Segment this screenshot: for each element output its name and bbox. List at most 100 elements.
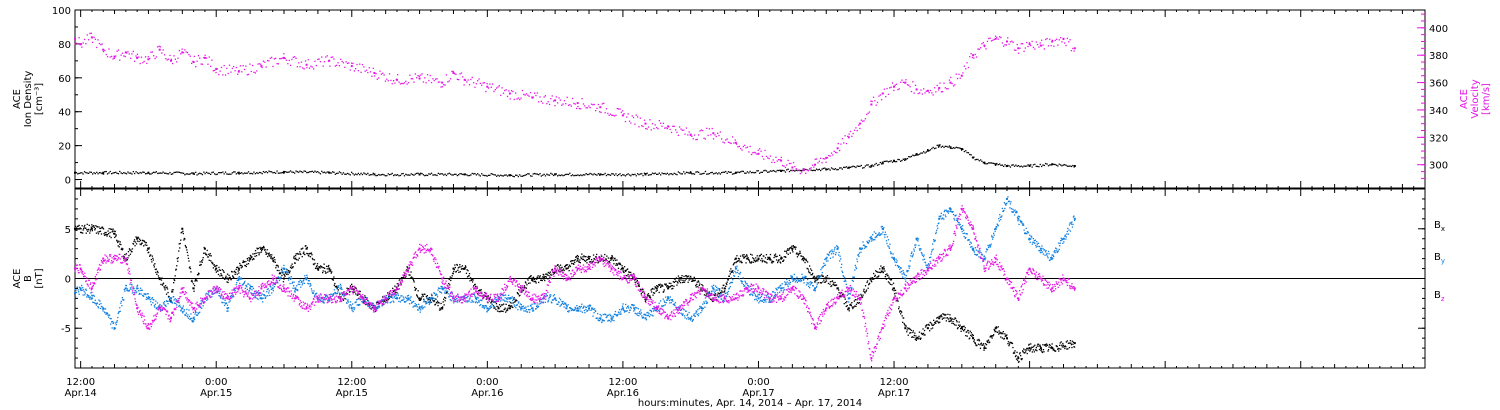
density-sample bbox=[388, 174, 391, 176]
b-series-y-sample bbox=[76, 286, 79, 288]
b-series-x-sample bbox=[75, 227, 78, 229]
velocity-sample bbox=[1032, 46, 1035, 49]
b-series-x-sample bbox=[203, 246, 205, 249]
b-series-y-sample bbox=[281, 270, 284, 272]
velocity-sample bbox=[876, 101, 879, 104]
density-sample bbox=[402, 172, 404, 175]
b-series-y-sample bbox=[85, 288, 87, 290]
b-series-x-sample bbox=[277, 264, 279, 267]
velocity-sample bbox=[345, 61, 347, 63]
b-series-x-sample bbox=[889, 283, 892, 285]
b-series-x-sample bbox=[834, 281, 836, 284]
b-series-x-sample bbox=[521, 291, 523, 293]
b-series-y-sample bbox=[422, 308, 424, 310]
b-series-x-sample bbox=[469, 280, 471, 282]
density-point-24 bbox=[915, 153, 918, 156]
b-series-x-sample bbox=[230, 278, 232, 280]
b-series-y-sample bbox=[325, 295, 327, 298]
density-sample bbox=[769, 170, 772, 172]
velocity-sample bbox=[291, 58, 293, 61]
b-series-y-sample bbox=[365, 301, 367, 303]
density-sample bbox=[436, 174, 438, 177]
b-y-axis-title: ACEB[nT] bbox=[12, 268, 45, 288]
b-series-y-sample bbox=[201, 307, 203, 309]
b-series-x-sample bbox=[921, 333, 923, 335]
density-sample bbox=[426, 174, 429, 177]
b-series-x-sample bbox=[140, 243, 142, 246]
density-sample bbox=[513, 176, 515, 178]
b-series-y-sample bbox=[237, 277, 239, 279]
velocity-sample bbox=[317, 58, 319, 61]
b-series-x-sample bbox=[970, 334, 972, 337]
b-series-x-sample bbox=[600, 259, 602, 261]
density-sample bbox=[673, 172, 675, 174]
b-series-x-sample bbox=[801, 259, 803, 261]
b-series-y-sample bbox=[147, 293, 149, 295]
velocity-sample bbox=[304, 60, 307, 62]
velocity-sample bbox=[650, 129, 652, 131]
b-series-x-sample bbox=[757, 260, 759, 262]
b-series-x-sample bbox=[646, 294, 649, 296]
b-series-y-sample bbox=[430, 293, 433, 295]
velocity-sample bbox=[390, 79, 392, 82]
b-series-x-sample bbox=[955, 324, 957, 326]
b-series-x-sample bbox=[927, 327, 929, 329]
b-series-x-sample bbox=[683, 275, 685, 278]
b-series-x-sample bbox=[305, 245, 307, 247]
b-series-x-sample bbox=[638, 285, 640, 287]
b-series-x-sample bbox=[611, 255, 613, 257]
b-series-x-sample bbox=[1004, 335, 1006, 337]
b-series-y-sample bbox=[121, 297, 123, 299]
velocity-sample bbox=[897, 89, 899, 91]
density-sample bbox=[291, 171, 293, 173]
density-sample bbox=[165, 172, 167, 174]
b-series-x-sample bbox=[907, 327, 909, 329]
velocity-sample bbox=[185, 51, 187, 53]
b-series-x-sample bbox=[1072, 341, 1075, 343]
b-series-y-sample bbox=[186, 316, 188, 318]
b-series-x-sample bbox=[416, 295, 418, 297]
b-series-y-sample bbox=[421, 307, 423, 309]
b-series-x-sample bbox=[973, 340, 975, 343]
b-series-y-sample bbox=[292, 281, 294, 283]
b-series-x-sample bbox=[636, 279, 638, 282]
b-series-x-sample bbox=[954, 317, 957, 320]
b-series-y-sample bbox=[483, 307, 485, 310]
b-series-x-sample bbox=[903, 317, 905, 319]
b-series-y-sample bbox=[606, 316, 608, 318]
b-series-y-sample bbox=[523, 310, 525, 312]
b-series-x-sample bbox=[1000, 336, 1002, 338]
b-series-x-sample bbox=[779, 254, 781, 256]
b-series-x-sample bbox=[498, 310, 500, 313]
velocity-sample bbox=[664, 127, 666, 129]
b-series-y-sample bbox=[417, 309, 419, 311]
velocity-sample bbox=[547, 101, 549, 103]
density-sample bbox=[421, 173, 423, 175]
b-series-x-sample bbox=[446, 291, 448, 293]
b-series-x-sample bbox=[270, 256, 272, 258]
left-y-tick-label: 60 bbox=[58, 74, 71, 85]
b-series-y-sample bbox=[546, 294, 548, 297]
velocity-sample bbox=[233, 65, 235, 68]
velocity-sample bbox=[169, 54, 171, 57]
b-series-x-sample bbox=[1030, 348, 1032, 350]
b-series-x-sample bbox=[516, 300, 518, 302]
b-series-x-sample bbox=[933, 319, 935, 321]
b-series-y-sample bbox=[541, 298, 543, 301]
b-series-y-sample bbox=[126, 289, 128, 292]
velocity-point-23 bbox=[441, 81, 444, 84]
density-sample bbox=[369, 174, 372, 176]
velocity-point-4 bbox=[113, 55, 116, 58]
b-series-x-sample bbox=[166, 288, 169, 290]
b-series-x-point-20 bbox=[316, 267, 319, 270]
b-series-x-sample bbox=[443, 298, 445, 300]
velocity-sample bbox=[432, 78, 434, 80]
density-sample bbox=[626, 174, 628, 176]
density-sample bbox=[668, 174, 670, 176]
b-series-y-sample bbox=[273, 282, 275, 284]
b-series-y-sample bbox=[261, 293, 263, 295]
velocity-sample bbox=[628, 120, 631, 122]
velocity-sample bbox=[151, 51, 153, 53]
velocity-sample bbox=[886, 87, 888, 90]
density-sample bbox=[1028, 164, 1031, 166]
